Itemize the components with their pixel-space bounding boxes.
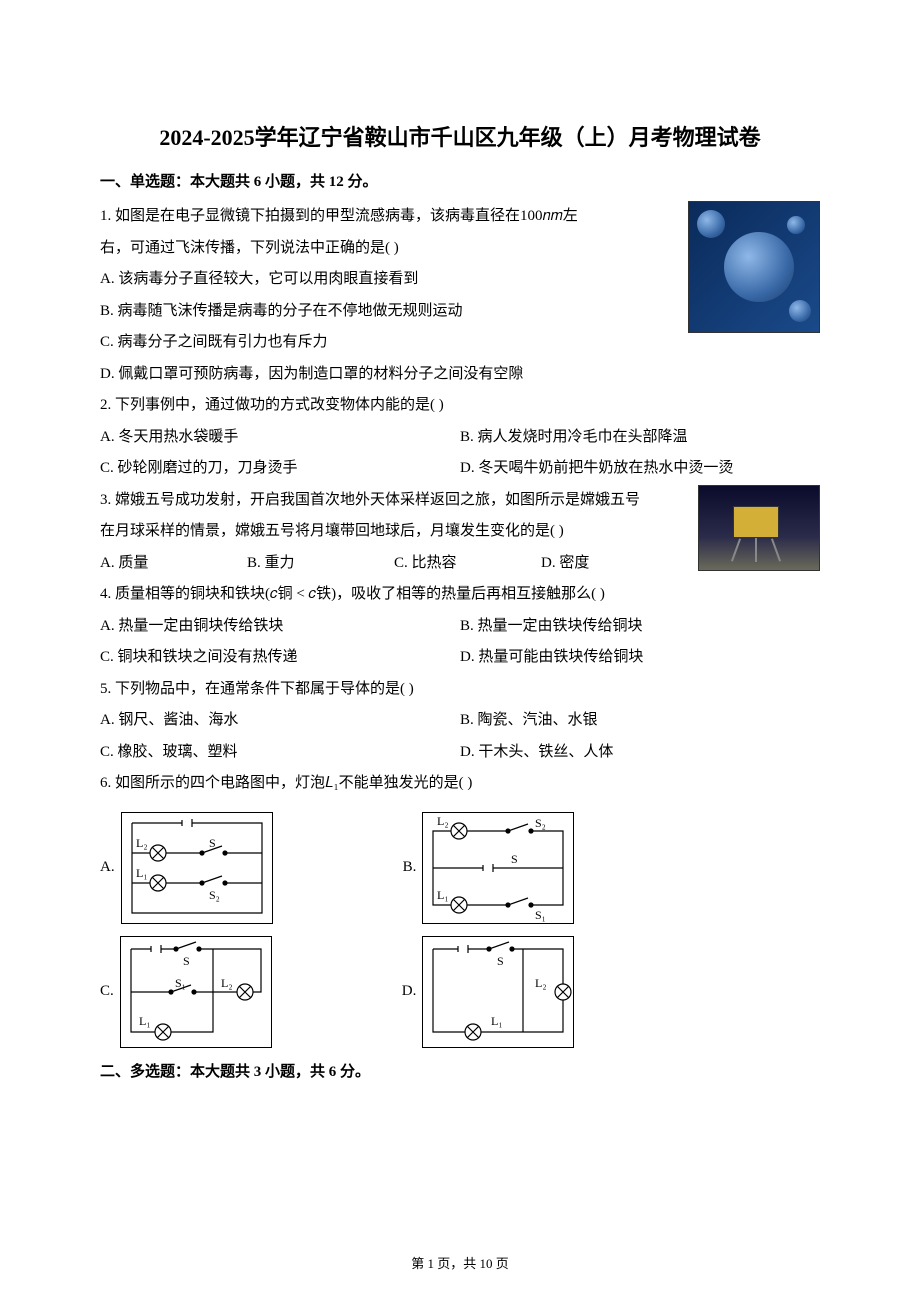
labelL2-c: L₂	[221, 976, 233, 990]
labelS1-c: S₁	[175, 976, 186, 990]
labelS1-b: S₁	[535, 908, 546, 922]
labelL1-b: L₁	[437, 888, 449, 902]
q5-stem: 5. 下列物品中，在通常条件下都属于导体的是( )	[100, 674, 820, 706]
question-1: 1. 如图是在电子显微镜下拍摄到的甲型流感病毒，该病毒直径在100𝑛𝑚左 右，可…	[100, 201, 820, 390]
virus-image	[688, 201, 820, 333]
q2-opt-b: B. 病人发烧时用冷毛巾在头部降温	[460, 422, 820, 454]
q4-opt-c: C. 铜块和铁块之间没有热传递	[100, 642, 460, 674]
q6-opt-d: D. S L₂	[402, 936, 575, 1048]
q3-opt-b: B. 重力	[247, 548, 394, 580]
page-title: 2024-2025学年辽宁省鞍山市千山区九年级（上）月考物理试卷	[100, 120, 820, 152]
q5-opt-c: C. 橡胶、玻璃、塑料	[100, 737, 460, 769]
q4-opt-b: B. 热量一定由铁块传给铜块	[460, 611, 820, 643]
section2-heading: 二、多选题：本大题共 3 小题，共 6 分。	[100, 1060, 820, 1081]
labelS-d: S	[497, 954, 504, 968]
q2-stem: 2. 下列事例中，通过做功的方式改变物体内能的是( )	[100, 390, 820, 422]
q6-opt-b: B.	[403, 812, 575, 924]
q3-opt-c: C. 比热容	[394, 548, 541, 580]
q4-opt-d: D. 热量可能由铁块传给铜块	[460, 642, 820, 674]
q4-stem: 4. 质量相等的铜块和铁块(𝑐铜 < 𝑐铁)，吸收了相等的热量后再相互接触那么(…	[100, 579, 820, 611]
page-footer: 第 1 页，共 10 页	[0, 1253, 920, 1272]
circuit-a: L₂ S L₁ S₂	[121, 812, 273, 924]
q3-opt-a: A. 质量	[100, 548, 247, 580]
q6-opt-a: A.	[100, 812, 273, 924]
labelS2-b: S₂	[535, 816, 546, 830]
q1-opt-d: D. 佩戴口罩可预防病毒，因为制造口罩的材料分子之间没有空隙	[100, 359, 820, 391]
lander-image	[698, 485, 820, 571]
q4-opt-a: A. 热量一定由铜块传给铁块	[100, 611, 460, 643]
labelS-c: S	[183, 954, 190, 968]
question-6: 6. 如图所示的四个电路图中，灯泡𝐿₁不能单独发光的是( )	[100, 768, 820, 800]
circuit-b: L₂ S₂ S L₁ S₁	[422, 812, 574, 924]
labelS2-a: S₂	[209, 888, 220, 902]
q6-a-label: A.	[100, 859, 115, 876]
question-3: 3. 嫦娥五号成功发射，开启我国首次地外天体采样返回之旅，如图所示是嫦娥五号 在…	[100, 485, 820, 580]
q5-opt-a: A. 钢尺、酱油、海水	[100, 705, 460, 737]
question-2: 2. 下列事例中，通过做功的方式改变物体内能的是( ) A. 冬天用热水袋暖手 …	[100, 390, 820, 485]
q6-row1: A.	[100, 812, 820, 924]
q6-b-label: B.	[403, 859, 417, 876]
labelL1-a: L₁	[136, 866, 148, 880]
labelS-b: S	[511, 852, 518, 866]
labelL1-d: L₁	[491, 1014, 503, 1028]
labelL2-b: L₂	[437, 814, 449, 828]
labelL2-d: L₂	[535, 976, 547, 990]
q2-opt-a: A. 冬天用热水袋暖手	[100, 422, 460, 454]
section1-heading: 一、单选题：本大题共 6 小题，共 12 分。	[100, 170, 820, 191]
question-5: 5. 下列物品中，在通常条件下都属于导体的是( ) A. 钢尺、酱油、海水 B.…	[100, 674, 820, 769]
q2-opt-d: D. 冬天喝牛奶前把牛奶放在热水中烫一烫	[460, 453, 820, 485]
circuit-d: S L₂ L₁	[422, 936, 574, 1048]
labelL2-a: L₂	[136, 836, 148, 850]
q6-d-label: D.	[402, 983, 417, 1000]
q6-opt-c: C.	[100, 936, 272, 1048]
q5-opt-d: D. 干木头、铁丝、人体	[460, 737, 820, 769]
q6-row2: C.	[100, 936, 820, 1048]
q6-c-label: C.	[100, 983, 114, 1000]
q6-stem: 6. 如图所示的四个电路图中，灯泡𝐿₁不能单独发光的是( )	[100, 768, 820, 800]
q3-opt-d: D. 密度	[541, 548, 688, 580]
page: 2024-2025学年辽宁省鞍山市千山区九年级（上）月考物理试卷 一、单选题：本…	[0, 0, 920, 1302]
q5-opt-b: B. 陶瓷、汽油、水银	[460, 705, 820, 737]
circuit-c: S S₁ L₂ L₁	[120, 936, 272, 1048]
question-4: 4. 质量相等的铜块和铁块(𝑐铜 < 𝑐铁)，吸收了相等的热量后再相互接触那么(…	[100, 579, 820, 674]
labelL1-c: L₁	[139, 1014, 151, 1028]
labelS-a: S	[209, 836, 216, 850]
q2-opt-c: C. 砂轮刚磨过的刀，刀身烫手	[100, 453, 460, 485]
